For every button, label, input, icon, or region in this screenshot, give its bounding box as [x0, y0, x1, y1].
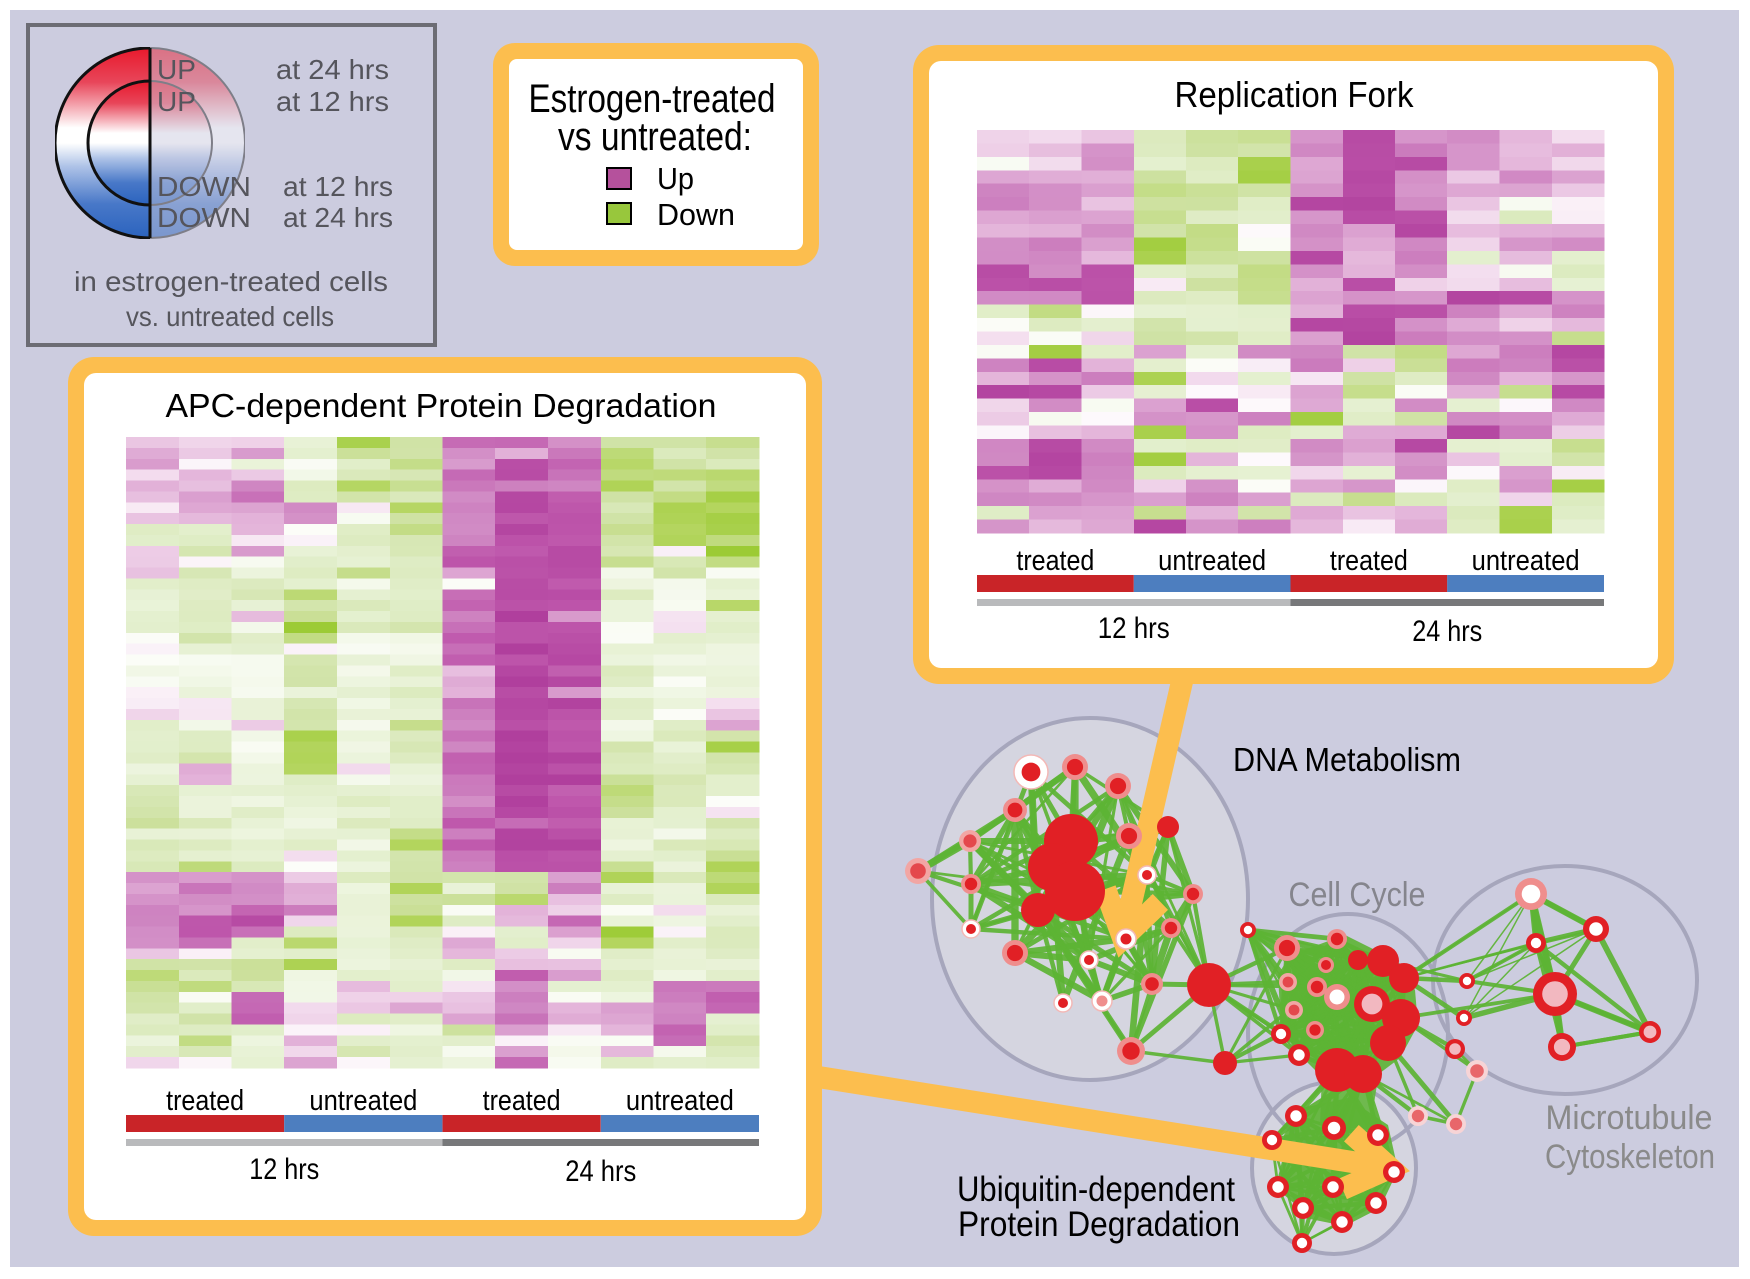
svg-text:at 12 hrs: at 12 hrs [283, 171, 393, 202]
svg-text:at 12 hrs: at 12 hrs [276, 86, 389, 117]
svg-text:Microtubule: Microtubule [1546, 1099, 1713, 1137]
svg-text:UP: UP [157, 54, 196, 85]
svg-text:Up: Up [657, 161, 694, 196]
svg-text:treated: treated [483, 1085, 561, 1117]
svg-text:Replication Fork: Replication Fork [1175, 74, 1415, 115]
svg-text:DOWN: DOWN [157, 171, 251, 202]
svg-text:24 hrs: 24 hrs [1412, 615, 1482, 648]
svg-text:UP: UP [157, 86, 196, 117]
svg-text:Estrogen-treated: Estrogen-treated [529, 77, 776, 121]
svg-text:treated: treated [1016, 545, 1094, 577]
svg-text:Cell Cycle: Cell Cycle [1289, 876, 1426, 914]
svg-text:untreated: untreated [1472, 545, 1580, 577]
svg-text:Cytoskeleton: Cytoskeleton [1545, 1138, 1715, 1176]
svg-text:vs. untreated cells: vs. untreated cells [126, 301, 334, 332]
svg-text:APC-dependent Protein Degradat: APC-dependent Protein Degradation [166, 388, 717, 425]
svg-text:24 hrs: 24 hrs [565, 1155, 636, 1188]
svg-text:Ubiquitin-dependent: Ubiquitin-dependent [957, 1169, 1235, 1209]
svg-text:treated: treated [166, 1085, 244, 1117]
svg-text:DOWN: DOWN [157, 202, 251, 233]
svg-text:untreated: untreated [1158, 545, 1266, 577]
svg-text:untreated: untreated [626, 1085, 734, 1117]
svg-text:treated: treated [1330, 545, 1408, 577]
svg-text:Protein Degradation: Protein Degradation [958, 1204, 1240, 1244]
svg-text:DNA Metabolism: DNA Metabolism [1233, 741, 1461, 778]
svg-text:12 hrs: 12 hrs [249, 1153, 319, 1186]
svg-text:at 24 hrs: at 24 hrs [283, 202, 393, 233]
svg-text:12 hrs: 12 hrs [1098, 612, 1170, 645]
svg-text:at 24 hrs: at 24 hrs [276, 54, 389, 85]
svg-text:untreated: untreated [309, 1085, 417, 1117]
svg-text:vs untreated:: vs untreated: [558, 115, 752, 159]
svg-text:Down: Down [657, 197, 735, 232]
svg-text:in estrogen-treated cells: in estrogen-treated cells [74, 266, 388, 297]
